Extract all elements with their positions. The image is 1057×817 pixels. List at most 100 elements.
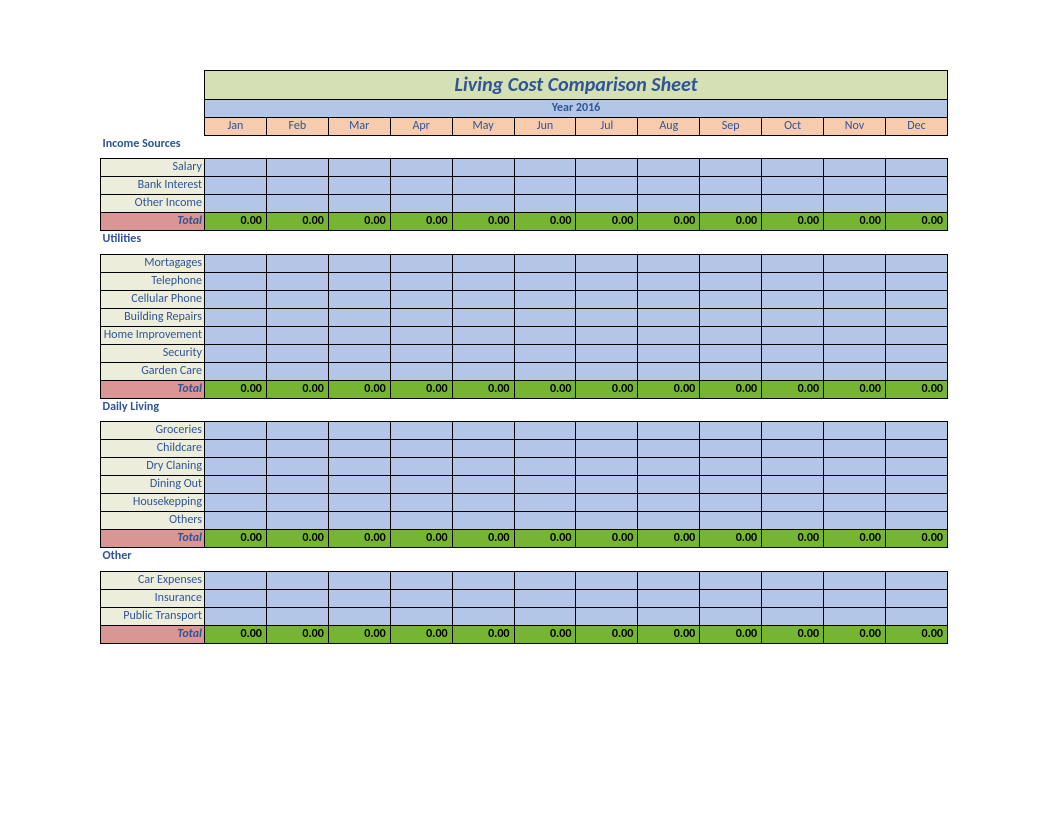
data-cell[interactable]	[638, 494, 700, 512]
data-cell[interactable]	[452, 607, 514, 625]
data-cell[interactable]	[328, 159, 390, 177]
data-cell[interactable]	[700, 177, 762, 195]
data-cell[interactable]	[266, 362, 328, 380]
data-cell[interactable]	[638, 440, 700, 458]
data-cell[interactable]	[266, 476, 328, 494]
data-cell[interactable]	[885, 607, 947, 625]
data-cell[interactable]	[885, 290, 947, 308]
data-cell[interactable]	[452, 326, 514, 344]
data-cell[interactable]	[390, 177, 452, 195]
data-cell[interactable]	[638, 589, 700, 607]
data-cell[interactable]	[762, 290, 824, 308]
data-cell[interactable]	[700, 290, 762, 308]
data-cell[interactable]	[514, 159, 576, 177]
data-cell[interactable]	[452, 308, 514, 326]
data-cell[interactable]	[514, 589, 576, 607]
data-cell[interactable]	[514, 177, 576, 195]
data-cell[interactable]	[266, 254, 328, 272]
data-cell[interactable]	[266, 308, 328, 326]
data-cell[interactable]	[576, 159, 638, 177]
data-cell[interactable]	[762, 512, 824, 530]
data-cell[interactable]	[824, 571, 886, 589]
data-cell[interactable]	[328, 344, 390, 362]
data-cell[interactable]	[204, 195, 266, 213]
data-cell[interactable]	[204, 476, 266, 494]
data-cell[interactable]	[824, 308, 886, 326]
data-cell[interactable]	[328, 571, 390, 589]
data-cell[interactable]	[266, 290, 328, 308]
data-cell[interactable]	[514, 326, 576, 344]
data-cell[interactable]	[452, 362, 514, 380]
data-cell[interactable]	[885, 571, 947, 589]
data-cell[interactable]	[824, 254, 886, 272]
data-cell[interactable]	[638, 571, 700, 589]
data-cell[interactable]	[390, 344, 452, 362]
data-cell[interactable]	[328, 422, 390, 440]
data-cell[interactable]	[390, 272, 452, 290]
data-cell[interactable]	[885, 512, 947, 530]
data-cell[interactable]	[762, 272, 824, 290]
data-cell[interactable]	[700, 195, 762, 213]
data-cell[interactable]	[452, 254, 514, 272]
data-cell[interactable]	[824, 326, 886, 344]
data-cell[interactable]	[885, 177, 947, 195]
data-cell[interactable]	[700, 458, 762, 476]
data-cell[interactable]	[576, 512, 638, 530]
data-cell[interactable]	[390, 362, 452, 380]
data-cell[interactable]	[266, 512, 328, 530]
data-cell[interactable]	[204, 494, 266, 512]
data-cell[interactable]	[452, 195, 514, 213]
data-cell[interactable]	[638, 512, 700, 530]
data-cell[interactable]	[204, 440, 266, 458]
data-cell[interactable]	[885, 589, 947, 607]
data-cell[interactable]	[390, 571, 452, 589]
data-cell[interactable]	[328, 494, 390, 512]
data-cell[interactable]	[700, 272, 762, 290]
data-cell[interactable]	[390, 254, 452, 272]
data-cell[interactable]	[700, 607, 762, 625]
data-cell[interactable]	[204, 159, 266, 177]
data-cell[interactable]	[390, 326, 452, 344]
data-cell[interactable]	[762, 344, 824, 362]
data-cell[interactable]	[885, 344, 947, 362]
data-cell[interactable]	[762, 308, 824, 326]
data-cell[interactable]	[452, 512, 514, 530]
data-cell[interactable]	[700, 589, 762, 607]
data-cell[interactable]	[700, 494, 762, 512]
data-cell[interactable]	[762, 422, 824, 440]
data-cell[interactable]	[824, 272, 886, 290]
data-cell[interactable]	[824, 458, 886, 476]
data-cell[interactable]	[514, 290, 576, 308]
data-cell[interactable]	[452, 177, 514, 195]
data-cell[interactable]	[576, 344, 638, 362]
data-cell[interactable]	[328, 272, 390, 290]
data-cell[interactable]	[452, 458, 514, 476]
data-cell[interactable]	[638, 476, 700, 494]
data-cell[interactable]	[204, 344, 266, 362]
data-cell[interactable]	[514, 308, 576, 326]
data-cell[interactable]	[514, 272, 576, 290]
data-cell[interactable]	[390, 494, 452, 512]
data-cell[interactable]	[328, 308, 390, 326]
data-cell[interactable]	[885, 272, 947, 290]
data-cell[interactable]	[452, 571, 514, 589]
data-cell[interactable]	[576, 362, 638, 380]
data-cell[interactable]	[638, 195, 700, 213]
data-cell[interactable]	[885, 326, 947, 344]
data-cell[interactable]	[328, 254, 390, 272]
data-cell[interactable]	[204, 326, 266, 344]
data-cell[interactable]	[576, 177, 638, 195]
data-cell[interactable]	[638, 422, 700, 440]
data-cell[interactable]	[576, 308, 638, 326]
data-cell[interactable]	[638, 254, 700, 272]
data-cell[interactable]	[204, 512, 266, 530]
data-cell[interactable]	[514, 512, 576, 530]
data-cell[interactable]	[266, 494, 328, 512]
data-cell[interactable]	[328, 326, 390, 344]
data-cell[interactable]	[885, 254, 947, 272]
data-cell[interactable]	[700, 326, 762, 344]
data-cell[interactable]	[638, 177, 700, 195]
data-cell[interactable]	[885, 308, 947, 326]
data-cell[interactable]	[638, 326, 700, 344]
data-cell[interactable]	[328, 290, 390, 308]
